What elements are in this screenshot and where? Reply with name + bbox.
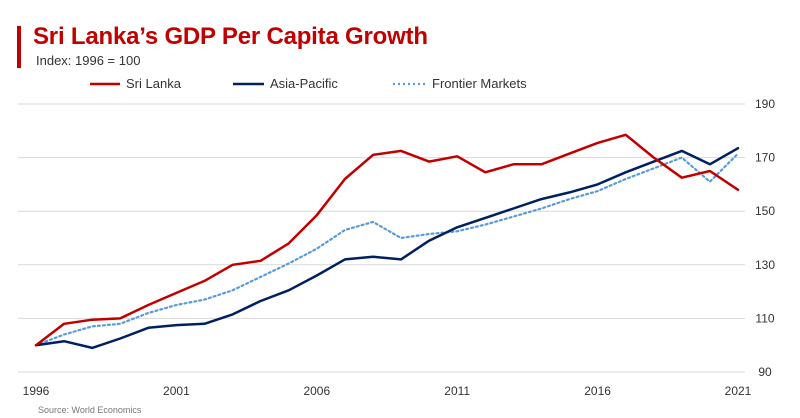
source-note: Source: World Economics	[38, 405, 142, 415]
chart-subtitle: Index: 1996 = 100	[36, 53, 141, 68]
chart-title: Sri Lanka’s GDP Per Capita Growth	[33, 23, 428, 50]
series-line-frontier-markets	[34, 152, 740, 347]
x-tick-label-2016: 2016	[584, 384, 611, 398]
y-tick-label-130: 130	[755, 258, 775, 272]
legend-label-sri-lanka: Sri Lanka	[126, 76, 182, 91]
y-tick-label-110: 110	[755, 311, 774, 325]
series-line-sri-lanka	[34, 133, 740, 347]
y-tick-label-90: 90	[758, 365, 772, 379]
series-line-asia-pacific	[34, 146, 740, 350]
y-tick-label-190: 190	[755, 97, 775, 111]
x-tick-label-2006: 2006	[303, 384, 330, 398]
title-accent-bar	[17, 26, 21, 68]
x-tick-label-2011: 2011	[444, 384, 470, 398]
y-tick-label-150: 150	[755, 204, 775, 218]
legend-label-frontier-markets: Frontier Markets	[432, 76, 527, 91]
x-tick-label-2001: 2001	[163, 384, 190, 398]
legend-label-asia-pacific: Asia-Pacific	[270, 76, 338, 91]
x-tick-label-2021: 2021	[725, 384, 752, 398]
y-tick-label-170: 170	[755, 151, 775, 165]
x-tick-label-1996: 1996	[23, 384, 50, 398]
